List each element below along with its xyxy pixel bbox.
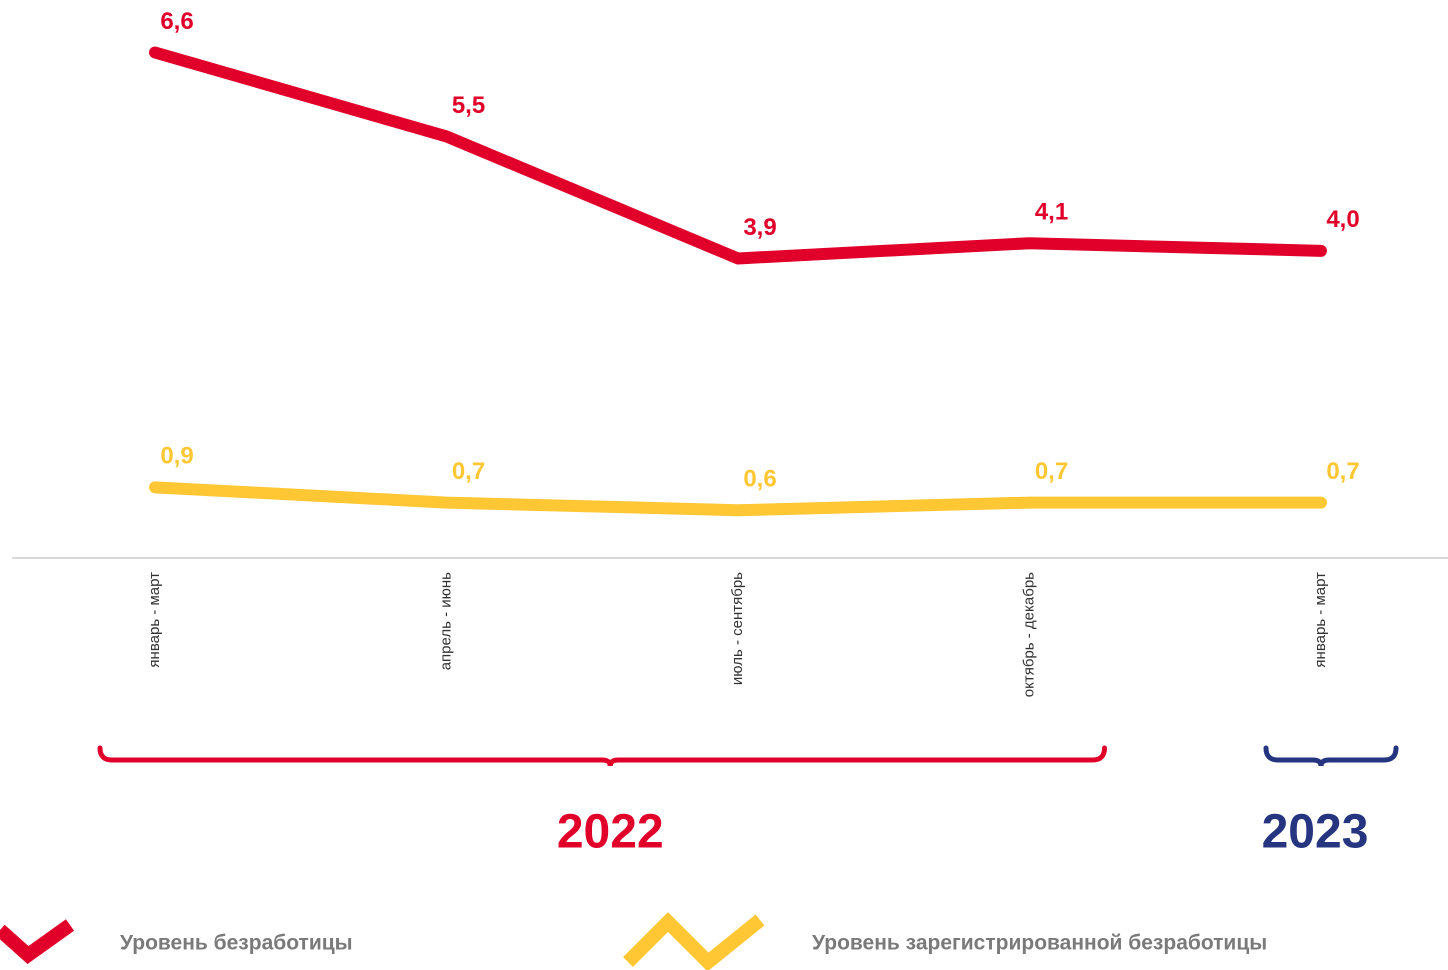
group-bracket [97, 745, 1107, 767]
legend-icon [0, 919, 75, 964]
data-label: 5,5 [452, 92, 485, 119]
x-tick-label: июль - сентябрь [729, 572, 746, 685]
data-label: 6,6 [160, 8, 193, 35]
data-label: 4,0 [1326, 206, 1359, 233]
data-label: 0,7 [1326, 458, 1359, 485]
group-bracket [1263, 745, 1399, 767]
line [149, 46, 1327, 265]
group-label: 2023 [1262, 806, 1369, 859]
legend-label: Уровень безработицы [120, 932, 353, 955]
x-tick-label: апрель - июнь [437, 572, 454, 670]
legend-label: Уровень зарегистрированной безработицы [812, 932, 1267, 955]
legend-icon [623, 912, 765, 970]
x-tick-label: январь - март [146, 572, 163, 668]
data-label: 4,1 [1035, 199, 1068, 226]
data-label: 0,7 [1035, 458, 1068, 485]
line [149, 481, 1327, 517]
data-label: 3,9 [743, 214, 776, 241]
x-tick-label: октябрь - декабрь [1020, 572, 1037, 697]
data-label: 0,6 [743, 466, 776, 493]
data-label: 0,7 [452, 458, 485, 485]
group-label: 2022 [557, 806, 664, 859]
data-label: 0,9 [160, 443, 193, 470]
x-tick-label: январь - март [1312, 572, 1329, 668]
